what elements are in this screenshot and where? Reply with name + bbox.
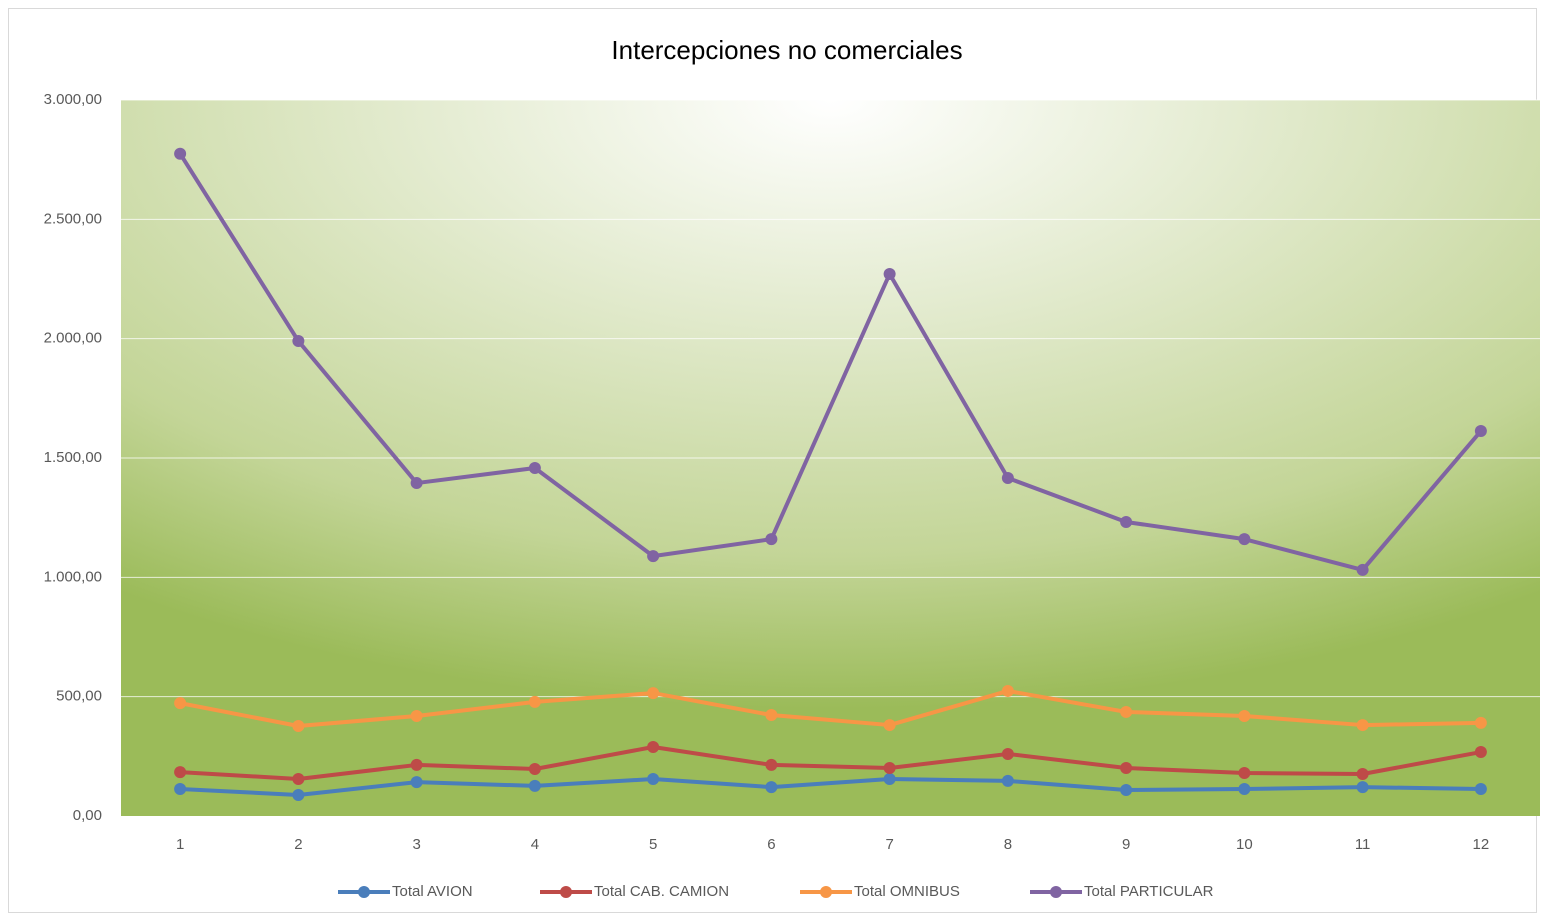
legend-marker [358, 886, 370, 898]
series-line [180, 777, 1481, 797]
data-point [1238, 767, 1251, 780]
data-point [647, 550, 660, 563]
data-point [883, 267, 896, 280]
data-point [1001, 472, 1014, 485]
data-point [528, 462, 541, 475]
data-point [647, 773, 660, 786]
data-point [883, 719, 896, 732]
data-point [528, 762, 541, 775]
legend-label: Total PARTICULAR [1084, 883, 1214, 900]
data-point [765, 781, 778, 794]
data-point [1238, 709, 1251, 722]
data-point [174, 147, 187, 160]
data-point [1474, 425, 1487, 438]
y-tick-label: 2.500,00 [44, 210, 102, 227]
legend-marker [1050, 886, 1062, 898]
x-tick-label: 5 [649, 836, 657, 853]
y-tick-label: 2.000,00 [44, 330, 102, 347]
y-tick-label: 1.000,00 [44, 568, 102, 585]
data-point [410, 477, 423, 490]
data-point [883, 762, 896, 775]
x-tick-label: 12 [1473, 836, 1490, 853]
data-point [1356, 563, 1369, 576]
x-tick-label: 8 [1004, 836, 1012, 853]
data-point [292, 720, 305, 733]
data-point [883, 773, 896, 786]
series-line [179, 688, 1481, 729]
data-point [174, 766, 187, 779]
data-point [292, 335, 305, 348]
data-point [647, 687, 660, 700]
y-tick-label: 3.000,00 [44, 91, 102, 108]
data-point [1120, 515, 1133, 528]
data-point [1238, 533, 1251, 546]
x-tick-label: 1 [176, 836, 184, 853]
x-tick-label: 3 [412, 836, 420, 853]
legend-marker [820, 886, 832, 898]
data-point [1238, 783, 1251, 796]
series-line [178, 152, 1483, 572]
data-point [292, 773, 305, 786]
data-point [1001, 747, 1014, 760]
data-point [528, 695, 541, 708]
data-point [292, 788, 305, 801]
x-tick-label: 6 [767, 836, 775, 853]
x-tick-label: 4 [531, 836, 539, 853]
data-point [410, 709, 423, 722]
data-point [1356, 767, 1369, 780]
data-point [1120, 783, 1133, 796]
y-tick-label: 0,00 [73, 807, 102, 824]
legend-label: Total OMNIBUS [854, 883, 960, 900]
data-point [410, 776, 423, 789]
data-point [765, 758, 778, 771]
y-tick-label: 500,00 [56, 688, 102, 705]
data-point [1474, 716, 1487, 729]
x-tick-label: 7 [885, 836, 893, 853]
x-tick-label: 11 [1355, 836, 1371, 853]
x-tick-label: 9 [1122, 836, 1130, 853]
chart-title: Intercepciones no comerciales [611, 35, 962, 65]
data-point [174, 783, 187, 796]
data-point [1474, 746, 1487, 759]
x-tick-label: 10 [1236, 836, 1253, 853]
legend-label: Total AVION [392, 883, 473, 900]
data-point [1356, 781, 1369, 794]
x-tick-label: 2 [294, 836, 302, 853]
series-line [180, 745, 1482, 782]
data-point [410, 758, 423, 771]
legend-marker [560, 886, 572, 898]
data-point [1474, 783, 1487, 796]
data-point [1120, 705, 1133, 718]
data-point [528, 779, 541, 792]
data-point [1001, 684, 1014, 697]
data-point [1001, 774, 1014, 787]
data-point [1356, 719, 1369, 732]
data-point [1120, 762, 1133, 775]
data-point [765, 709, 778, 722]
legend-label: Total CAB. CAMION [594, 883, 729, 900]
data-point [765, 533, 778, 546]
data-point [647, 741, 660, 754]
y-tick-label: 1.500,00 [44, 449, 102, 466]
data-point [174, 697, 187, 710]
